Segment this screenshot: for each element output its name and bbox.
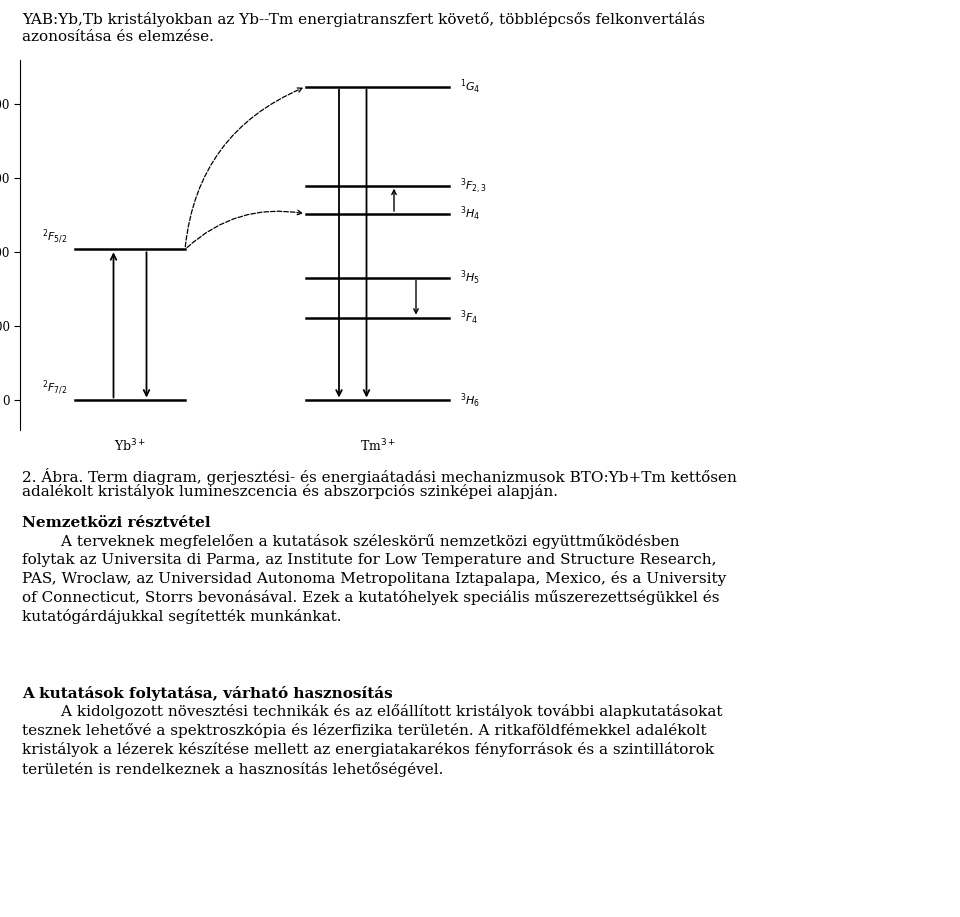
Text: $^3H_4$: $^3H_4$ — [460, 204, 480, 223]
Text: $^3F_4$: $^3F_4$ — [460, 308, 478, 326]
Text: $^1G_4$: $^1G_4$ — [460, 77, 481, 96]
Text: Yb$^{3+}$: Yb$^{3+}$ — [114, 437, 146, 454]
Text: $^3H_5$: $^3H_5$ — [460, 269, 480, 287]
Text: A kutatások folytatása, várható hasznosítás: A kutatások folytatása, várható hasznosí… — [22, 686, 393, 701]
Text: Nemzetközi résztvétel: Nemzetközi résztvétel — [22, 516, 210, 530]
Text: adalékolt kristályok lumineszcencia és abszorpciós szinképei alapján.: adalékolt kristályok lumineszcencia és a… — [22, 484, 558, 499]
Text: $^3H_6$: $^3H_6$ — [460, 392, 480, 410]
Text: Tm$^{3+}$: Tm$^{3+}$ — [360, 437, 396, 454]
Text: $^2F_{7/2}$: $^2F_{7/2}$ — [41, 379, 67, 397]
Text: 2. Ábra. Term diagram, gerjesztési- és energiaátadási mechanizmusok BTO:Yb+Tm ke: 2. Ábra. Term diagram, gerjesztési- és e… — [22, 468, 737, 485]
Text: $^2F_{5/2}$: $^2F_{5/2}$ — [41, 227, 67, 247]
Text: YAB:Yb,Tb kristályokban az Yb--Tm energiatranszfert követő, többlépcsős felkonve: YAB:Yb,Tb kristályokban az Yb--Tm energi… — [22, 12, 705, 27]
Text: A kidolgozott növesztési technikák és az előállított kristályok további alapkuta: A kidolgozott növesztési technikák és az… — [22, 704, 723, 777]
Text: A terveknek megfelelően a kutatások széleskörű nemzetközi együttműködésben
folyt: A terveknek megfelelően a kutatások szél… — [22, 534, 727, 624]
Text: $^3F_{2,3}$: $^3F_{2,3}$ — [460, 176, 487, 195]
Text: azonosítása és elemzése.: azonosítása és elemzése. — [22, 30, 214, 44]
